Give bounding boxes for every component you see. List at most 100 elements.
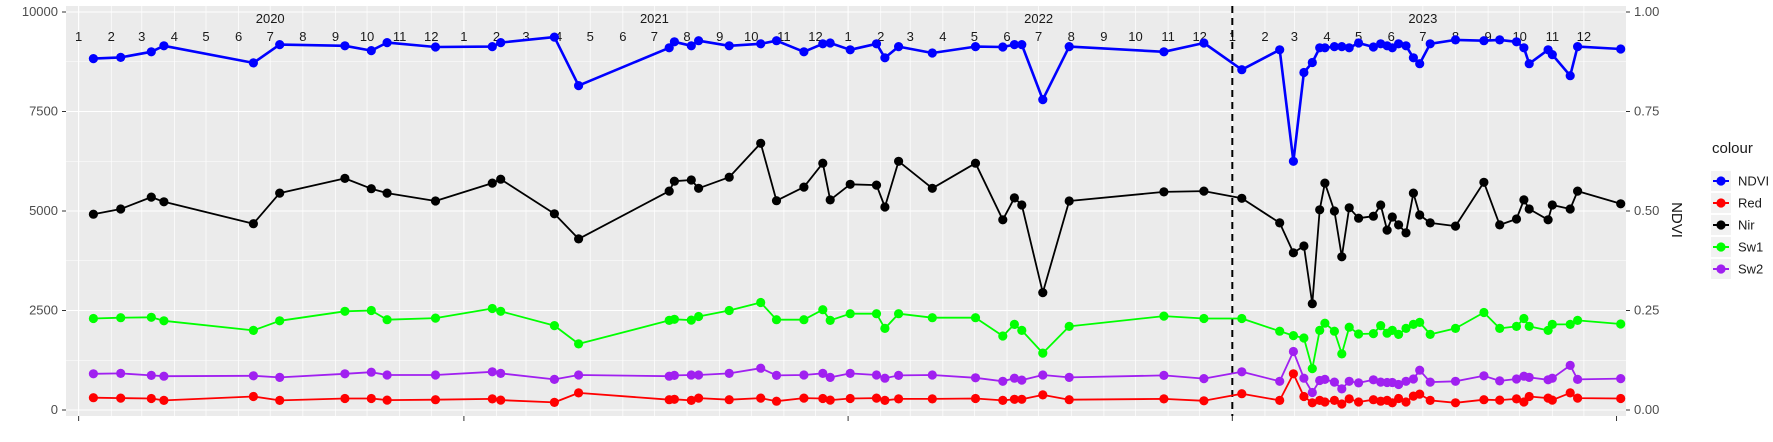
data-point-sw1 [1288, 331, 1298, 341]
data-point-ndvi [1573, 42, 1583, 52]
data-point-sw1 [146, 312, 156, 322]
data-point-ndvi [116, 52, 126, 63]
data-point-red [1307, 398, 1317, 408]
data-point-ndvi [382, 38, 392, 48]
data-point-red [366, 393, 376, 404]
data-point-red [871, 393, 882, 403]
data-point-ndvi [1275, 45, 1285, 55]
data-point-red [1524, 391, 1534, 402]
data-point-sw2 [1616, 374, 1626, 384]
data-point-nir [1511, 214, 1522, 224]
year-label: 2022 [1024, 11, 1053, 26]
data-point-sw2 [146, 370, 156, 380]
month-tick-label: 4 [939, 29, 946, 44]
data-point-nir [756, 138, 766, 148]
data-point-sw1 [1307, 364, 1317, 374]
data-point-ndvi [694, 36, 704, 46]
data-point-sw2 [1288, 346, 1298, 357]
data-point-nir [1573, 186, 1583, 196]
data-point-sw1 [248, 325, 258, 335]
data-point-sw1 [1159, 311, 1169, 321]
data-point-red [1038, 390, 1048, 400]
data-point-ndvi [669, 37, 680, 47]
data-point-sw2 [1394, 379, 1404, 390]
legend-label: Sw1 [1738, 240, 1763, 255]
data-point-nir [1425, 218, 1435, 228]
month-tick-label: 8 [1068, 29, 1075, 44]
data-point-nir [340, 173, 350, 183]
month-tick-label: 4 [1323, 29, 1330, 44]
month-tick-label: 5 [202, 29, 209, 44]
data-point-red [894, 394, 904, 404]
data-point-nir [487, 178, 497, 188]
data-point-ndvi [430, 42, 441, 52]
data-point-ndvi [1408, 53, 1418, 63]
data-point-red [1354, 397, 1364, 407]
data-point-sw1 [818, 305, 828, 315]
month-tick-label: 2 [1261, 29, 1268, 44]
data-point-ndvi [159, 41, 169, 51]
data-point-sw1 [159, 316, 169, 326]
data-point-nir [871, 180, 882, 190]
data-point-sw1 [1368, 329, 1378, 339]
data-point-ndvi [1017, 40, 1027, 50]
month-tick-label: 6 [1003, 29, 1010, 44]
data-point-sw2 [1299, 373, 1309, 383]
data-point-ndvi [275, 40, 285, 50]
data-point-red [248, 391, 258, 402]
y-right-tick-label: 0.25 [1634, 303, 1659, 318]
data-point-sw2 [669, 370, 680, 380]
data-point-sw1 [1275, 326, 1285, 336]
data-point-sw1 [1479, 307, 1489, 318]
data-point-nir [1329, 206, 1339, 216]
data-point-red [880, 395, 890, 405]
data-point-nir [1543, 215, 1553, 225]
data-point-sw2 [1565, 360, 1575, 370]
data-point-sw2 [1275, 376, 1285, 386]
data-point-ndvi [771, 36, 782, 46]
data-point-sw2 [1425, 377, 1435, 387]
data-point-nir [1064, 196, 1074, 206]
data-point-sw2 [756, 363, 766, 373]
data-point-nir [1519, 195, 1529, 205]
data-point-ndvi [1299, 67, 1309, 78]
data-point-ndvi [724, 41, 734, 51]
data-point-nir [1394, 220, 1404, 230]
data-point-red [818, 393, 828, 404]
data-point-sw2 [1237, 367, 1247, 377]
data-point-sw1 [927, 313, 937, 323]
data-point-sw1 [496, 306, 506, 316]
data-point-nir [1344, 203, 1354, 213]
data-point-red [1479, 395, 1489, 405]
data-point-nir [549, 209, 560, 219]
data-point-ndvi [664, 43, 674, 53]
data-point-sw1 [1017, 325, 1027, 335]
month-tick-label: 3 [907, 29, 914, 44]
month-tick-label: 3 [522, 29, 529, 44]
data-point-red [430, 395, 441, 405]
data-point-sw1 [1547, 319, 1557, 329]
data-point-ndvi [970, 42, 981, 52]
data-point-sw2 [1479, 371, 1489, 381]
data-point-sw2 [1344, 376, 1354, 386]
data-point-ndvi [1495, 35, 1505, 45]
y-left-tick-label: 0 [51, 402, 58, 417]
data-point-sw2 [1017, 375, 1027, 385]
data-point-nir [686, 175, 696, 185]
data-point-nir [998, 215, 1008, 225]
data-point-sw1 [1315, 325, 1325, 335]
data-point-nir [669, 176, 680, 186]
data-point-nir [366, 184, 376, 194]
data-point-nir [1479, 177, 1489, 187]
month-tick-label: 1 [844, 29, 851, 44]
data-point-sw1 [845, 309, 855, 319]
data-point-ndvi [1450, 35, 1461, 45]
data-point-ndvi [1616, 44, 1626, 54]
data-point-ndvi [1038, 95, 1048, 105]
data-point-red [1329, 395, 1339, 405]
data-point-sw1 [669, 314, 680, 324]
data-point-nir [694, 183, 704, 193]
y-right-tick-label: 0.50 [1634, 203, 1659, 218]
data-point-ndvi [1009, 40, 1020, 50]
data-point-nir [146, 192, 156, 202]
